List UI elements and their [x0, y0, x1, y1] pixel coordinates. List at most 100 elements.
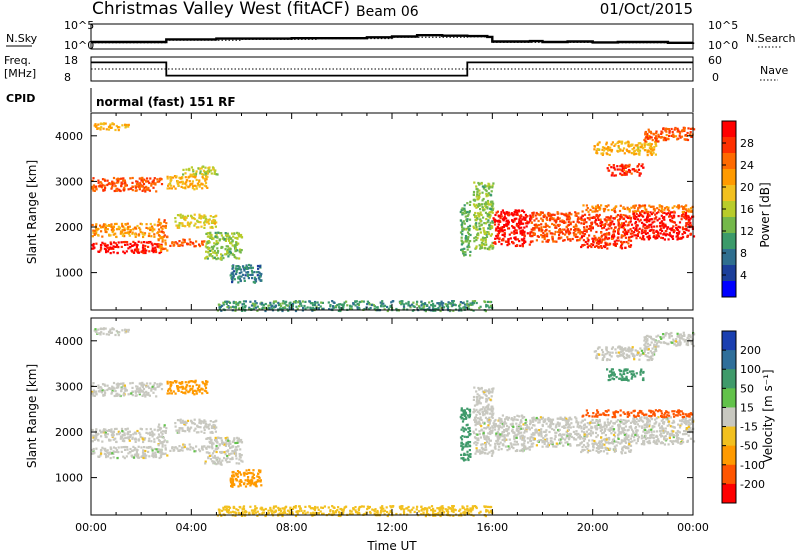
heatmap-cell	[182, 429, 185, 432]
heatmap-cell	[134, 242, 137, 245]
heatmap-cell	[603, 146, 606, 149]
heatmap-cell	[96, 233, 100, 237]
heatmap-cell	[476, 396, 479, 399]
heatmap-cell	[194, 427, 197, 430]
heatmap-cell	[224, 437, 227, 440]
heatmap-cell	[583, 228, 586, 231]
heatmap-cell	[518, 240, 521, 243]
heatmap-cell	[621, 149, 624, 152]
heatmap-cell	[434, 304, 437, 307]
heatmap-cell	[459, 436, 463, 439]
heatmap-cell	[495, 219, 498, 222]
heatmap-cell	[157, 439, 161, 442]
y-tick-label: 1000	[55, 267, 83, 280]
heatmap-cell	[407, 302, 410, 305]
heatmap-cell	[481, 396, 484, 399]
heatmap-cell	[464, 411, 467, 414]
heatmap-cell	[181, 387, 184, 390]
heatmap-cell	[120, 241, 123, 244]
heatmap-cell	[206, 221, 209, 224]
heatmap-cell	[245, 267, 248, 270]
heatmap-cell	[246, 482, 249, 486]
heatmap-cell	[234, 452, 238, 455]
heatmap-cell	[201, 420, 204, 423]
freq-series-group	[91, 61, 693, 77]
heatmap-cell	[643, 238, 646, 241]
heatmap-cell	[488, 451, 491, 454]
heatmap-cell	[190, 166, 193, 169]
heatmap-cell	[492, 387, 495, 390]
heatmap-cell	[644, 227, 647, 230]
heatmap-cell	[625, 141, 628, 144]
heatmap-cell	[442, 302, 445, 305]
heatmap-cell	[250, 304, 254, 307]
heatmap-cell	[178, 386, 181, 389]
heatmap-cell	[632, 210, 635, 213]
heatmap-cell	[328, 308, 331, 311]
heatmap-cell	[308, 300, 312, 303]
heatmap-cell	[689, 221, 692, 224]
heatmap-cell	[553, 223, 556, 227]
heatmap-cell	[313, 303, 316, 307]
heatmap-cell	[94, 390, 98, 393]
heatmap-cell	[619, 246, 622, 249]
heatmap-cell	[123, 186, 126, 189]
heatmap-cell	[92, 229, 95, 232]
heatmap-cell	[461, 446, 464, 449]
heatmap-cell	[207, 240, 210, 243]
heatmap-cell	[142, 235, 145, 239]
heatmap-cell	[555, 220, 558, 223]
heatmap-cell	[209, 420, 212, 423]
heatmap-cell	[219, 461, 223, 464]
heatmap-cell	[144, 189, 147, 192]
heatmap-cell	[484, 204, 487, 207]
heatmap-cell	[655, 132, 658, 135]
heatmap-cell	[386, 305, 389, 309]
heatmap-cell	[671, 130, 674, 134]
heatmap-cell	[599, 222, 602, 225]
heatmap-cell	[107, 333, 111, 336]
heatmap-cell	[668, 131, 671, 134]
heatmap-cell	[119, 435, 123, 438]
heatmap-cell	[553, 219, 556, 222]
heatmap-cell	[481, 205, 484, 208]
heatmap-cell	[151, 454, 154, 457]
heatmap-cell	[153, 455, 156, 458]
heatmap-cell	[193, 450, 196, 453]
heatmap-cell	[246, 478, 249, 481]
heatmap-cell	[317, 303, 320, 306]
heatmap-cell	[607, 146, 610, 149]
heatmap-cell	[475, 238, 478, 242]
heatmap-cell	[497, 439, 500, 442]
heatmap-cell	[176, 387, 179, 390]
heatmap-cell	[238, 439, 241, 442]
heatmap-cell	[625, 170, 628, 173]
heatmap-cell	[597, 245, 600, 248]
heatmap-cell	[245, 265, 248, 268]
heatmap-cell	[460, 239, 463, 242]
heatmap-cell	[239, 268, 243, 271]
heatmap-cell	[517, 430, 520, 433]
heatmap-cell	[212, 456, 215, 459]
heatmap-cell	[487, 187, 490, 190]
heatmap-cell	[177, 224, 180, 227]
heatmap-cell	[673, 214, 676, 217]
heatmap-cell	[292, 300, 296, 304]
heatmap-cell	[447, 301, 450, 304]
heatmap-cell	[622, 222, 626, 225]
heatmap-cell	[352, 302, 355, 305]
heatmap-cell	[317, 307, 320, 310]
heatmap-cell	[144, 454, 147, 457]
heatmap-cell	[232, 275, 235, 279]
heatmap-cell	[225, 237, 228, 241]
heatmap-cell	[482, 227, 485, 230]
heatmap-cell	[143, 178, 146, 181]
heatmap-cell	[121, 234, 124, 237]
heatmap-cell	[482, 209, 485, 212]
heatmap-cell	[641, 210, 644, 213]
heatmap-cell	[687, 216, 690, 219]
heatmap-cell	[508, 213, 511, 217]
heatmap-cell	[625, 165, 628, 168]
heatmap-cell	[480, 241, 483, 244]
heatmap-cell	[213, 461, 217, 464]
